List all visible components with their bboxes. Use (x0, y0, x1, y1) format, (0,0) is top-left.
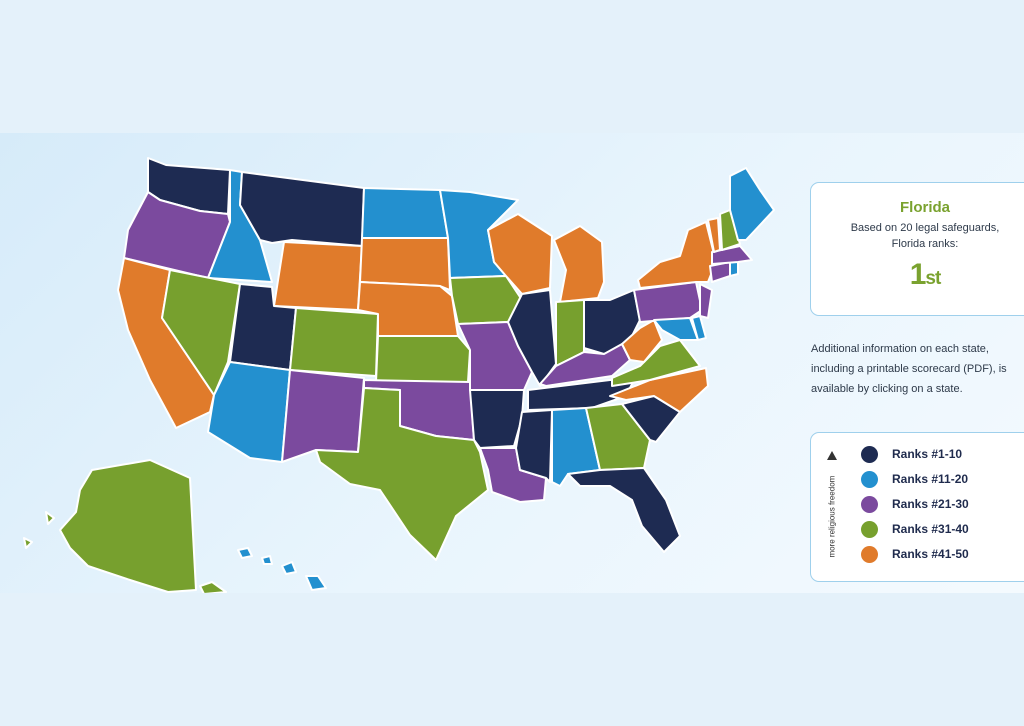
state-mississippi[interactable] (515, 409, 553, 483)
state-alaska[interactable] (59, 459, 197, 593)
arrow-up-icon (827, 451, 837, 460)
legend-item-ranks-21-30: Ranks #21-30 (861, 495, 969, 513)
state-colorado[interactable] (289, 307, 379, 377)
state-rhode-island[interactable] (729, 261, 739, 277)
legend-dot (861, 470, 878, 488)
state-delaware[interactable] (691, 315, 707, 341)
legend-item-ranks-41-50: Ranks #41-50 (861, 545, 969, 563)
state-kansas[interactable] (375, 335, 471, 383)
state-rank: 1st (909, 258, 942, 291)
legend-dot (861, 545, 878, 563)
state-vermont[interactable] (707, 217, 721, 253)
selected-state-name: Florida (899, 199, 950, 216)
state-texas[interactable] (315, 387, 489, 561)
state-new-hampshire[interactable] (719, 209, 741, 251)
state-north-dakota[interactable] (361, 187, 449, 239)
state-florida[interactable] (567, 467, 681, 553)
state-michigan[interactable] (553, 225, 605, 303)
state-maryland[interactable] (653, 317, 699, 341)
state-info-card: Florida Based on 20 legal safeguards, Fl… (810, 182, 1024, 316)
legend-axis-label: more religious freedom (827, 475, 837, 558)
info-description: Based on 20 legal safeguards, Florida ra… (850, 222, 1000, 250)
legend-dot (861, 445, 878, 463)
state-montana[interactable] (239, 171, 365, 247)
legend-dot (861, 520, 878, 538)
legend-item-ranks-31-40: Ranks #31-40 (861, 520, 969, 538)
state-connecticut[interactable] (709, 261, 731, 283)
state-new-jersey[interactable] (699, 283, 713, 319)
state-alaska-islands (23, 511, 227, 593)
legend-dot (861, 495, 878, 513)
state-arkansas[interactable] (469, 389, 525, 449)
state-maine[interactable] (729, 167, 775, 241)
legend-item-ranks-11-20: Ranks #11-20 (861, 470, 968, 488)
state-wyoming[interactable] (273, 241, 363, 311)
state-new-york[interactable] (637, 221, 717, 289)
legend: more religious freedom Ranks #1-10 Ranks… (810, 432, 1024, 582)
state-hawaii[interactable] (237, 547, 327, 591)
legend-item-ranks-1-10: Ranks #1-10 (861, 445, 962, 463)
state-illinois[interactable] (507, 289, 557, 387)
state-south-dakota[interactable] (359, 237, 451, 291)
state-west-virginia[interactable] (621, 319, 663, 363)
info-note: Additional information on each state, in… (811, 343, 1007, 395)
us-map (23, 157, 775, 593)
state-new-mexico[interactable] (281, 369, 365, 463)
